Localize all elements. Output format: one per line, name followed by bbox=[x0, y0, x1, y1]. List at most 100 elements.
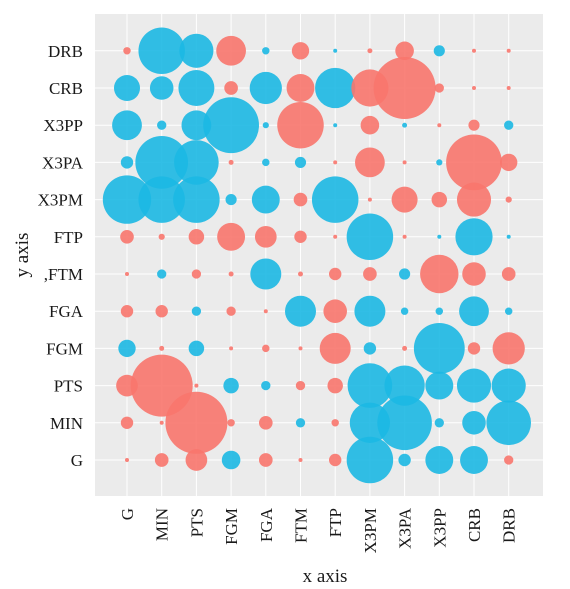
bubble-ftm-ftp bbox=[329, 267, 342, 281]
x-tick-label-crb: CRB bbox=[465, 508, 484, 542]
x-tick-label-min: MIN bbox=[153, 508, 172, 541]
bubble-fga-crb bbox=[459, 296, 489, 327]
bubble-crb-drb bbox=[506, 86, 511, 90]
bubble-pts-x3pa bbox=[384, 365, 425, 406]
bubble-crb-fgm bbox=[224, 81, 238, 95]
bubble-x3pa-crb bbox=[446, 134, 502, 191]
bubble-drb-pts bbox=[179, 33, 214, 68]
bubble-fga-pts bbox=[191, 306, 202, 316]
bubble-x3pm-ftp bbox=[311, 176, 359, 223]
bubble-crb-pts bbox=[178, 70, 215, 106]
bubble-pts-drb bbox=[491, 368, 526, 403]
bubble-ftp-ftp bbox=[333, 234, 338, 239]
bubble-x3pa-pts bbox=[174, 140, 219, 185]
bubble-fga-x3pp bbox=[435, 307, 444, 315]
bubble-g-x3pm bbox=[346, 436, 394, 484]
bubble-x3pp-pts bbox=[181, 110, 212, 141]
bubble-drb-ftm bbox=[291, 42, 310, 60]
bubble-x3pp-ftp bbox=[333, 123, 338, 128]
bubble-fga-ftm bbox=[285, 295, 316, 327]
bubble-drb-x3pa bbox=[395, 41, 414, 61]
bubble-min-crb bbox=[462, 411, 486, 435]
bubble-x3pm-x3pp bbox=[431, 191, 448, 208]
bubble-min-fga bbox=[258, 415, 273, 430]
bubble-crb-x3pp bbox=[434, 83, 444, 93]
y-tick-label-g: G bbox=[71, 451, 83, 470]
bubble-x3pm-drb bbox=[505, 196, 512, 203]
bubble-ftp-x3pa bbox=[402, 234, 407, 239]
bubble-x3pa-ftm bbox=[294, 156, 307, 168]
bubble-drb-x3pp bbox=[433, 45, 445, 57]
x-tick-label-fga: FGA bbox=[257, 507, 276, 542]
bubble-pts-pts bbox=[194, 383, 199, 388]
bubble-drb-drb bbox=[506, 48, 511, 53]
bubble-ftp-drb bbox=[506, 234, 511, 239]
bubble-ftm-crb bbox=[462, 262, 486, 286]
bubble-ftp-min bbox=[158, 233, 165, 240]
bubble-drb-fga bbox=[262, 47, 270, 55]
bubble-g-pts bbox=[185, 449, 208, 471]
bubble-ftp-x3pm bbox=[346, 213, 394, 261]
bubble-fgm-g bbox=[118, 339, 136, 358]
bubble-fga-fgm bbox=[226, 306, 236, 316]
y-tick-label-fga: FGA bbox=[49, 302, 84, 321]
bubble-g-x3pp bbox=[425, 446, 454, 474]
bubble-ftm-ftm bbox=[298, 271, 303, 277]
bubble-x3pa-x3pa bbox=[402, 160, 407, 165]
y-tick-label-x3pp: X3PP bbox=[43, 116, 83, 135]
bubble-ftp-fgm bbox=[217, 222, 246, 251]
bubble-min-min bbox=[159, 420, 164, 425]
bubble-pts-ftm bbox=[295, 380, 306, 391]
bubble-x3pa-x3pm bbox=[355, 147, 385, 178]
bubbles bbox=[102, 27, 532, 484]
y-tick-label-pts: PTS bbox=[54, 377, 83, 396]
bubble-crb-fga bbox=[249, 71, 282, 105]
x-tick-label-pts: PTS bbox=[187, 508, 206, 537]
bubble-fgm-min bbox=[159, 345, 165, 351]
x-tick-label-x3pm: X3PM bbox=[361, 508, 380, 553]
bubble-ftm-pts bbox=[191, 269, 202, 279]
bubble-crb-ftm bbox=[286, 74, 315, 102]
bubble-drb-crb bbox=[472, 48, 476, 53]
bubble-fga-ftp bbox=[323, 299, 347, 323]
bubble-g-fga bbox=[258, 453, 273, 467]
bubble-drb-min bbox=[138, 27, 185, 75]
bubble-x3pp-fgm bbox=[203, 97, 259, 154]
bubble-x3pa-x3pp bbox=[436, 159, 443, 166]
x-tick-label-fgm: FGM bbox=[222, 508, 241, 545]
bubble-crb-ftp bbox=[315, 67, 356, 109]
bubble-drb-fgm bbox=[216, 35, 246, 66]
bubble-x3pa-fga bbox=[262, 158, 270, 167]
bubble-crb-crb bbox=[472, 86, 476, 90]
bubble-crb-min bbox=[149, 76, 174, 100]
bubble-fgm-x3pa bbox=[402, 345, 408, 351]
bubble-fga-min bbox=[155, 305, 168, 318]
bubble-fga-drb bbox=[504, 307, 513, 315]
y-tick-label-fgm: FGM bbox=[46, 339, 83, 358]
y-tick-label-x3pa: X3PA bbox=[42, 153, 84, 172]
bubble-pts-fgm bbox=[223, 377, 239, 394]
bubble-drb-ftp bbox=[333, 48, 338, 53]
bubble-g-fgm bbox=[221, 450, 241, 470]
bubble-drb-x3pm bbox=[367, 48, 373, 54]
bubble-fga-x3pa bbox=[400, 307, 409, 315]
bubble-ftp-pts bbox=[188, 229, 205, 245]
y-tick-label-crb: CRB bbox=[49, 79, 83, 98]
y-tick-label-ftm: ,FTM bbox=[44, 265, 83, 284]
bubble-x3pm-ftm bbox=[293, 192, 308, 207]
bubble-fga-g bbox=[120, 305, 134, 318]
bubble-fga-fga bbox=[263, 309, 268, 314]
bubble-ftm-x3pa bbox=[399, 268, 411, 280]
bubble-x3pp-fga bbox=[262, 122, 269, 129]
bubble-ftm-min bbox=[157, 269, 167, 279]
bubble-pts-x3pm bbox=[347, 363, 393, 408]
bubble-x3pm-min bbox=[138, 176, 185, 223]
bubble-x3pm-fgm bbox=[225, 194, 237, 206]
bubble-fgm-x3pm bbox=[363, 342, 377, 355]
x-axis-title: x axis bbox=[303, 566, 348, 587]
bubble-g-ftm bbox=[298, 458, 303, 462]
bubble-ftp-g bbox=[120, 229, 134, 244]
bubble-pts-fga bbox=[261, 380, 271, 391]
bubble-x3pa-min bbox=[135, 136, 189, 189]
